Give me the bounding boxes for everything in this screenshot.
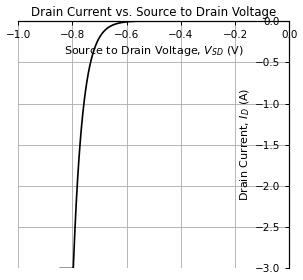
Y-axis label: Drain Current, $I_D$ (A): Drain Current, $I_D$ (A) — [238, 88, 252, 202]
Title: Drain Current vs. Source to Drain Voltage: Drain Current vs. Source to Drain Voltag… — [31, 6, 276, 18]
X-axis label: Source to Drain Voltage, $V_{SD}$ (V): Source to Drain Voltage, $V_{SD}$ (V) — [64, 44, 244, 58]
